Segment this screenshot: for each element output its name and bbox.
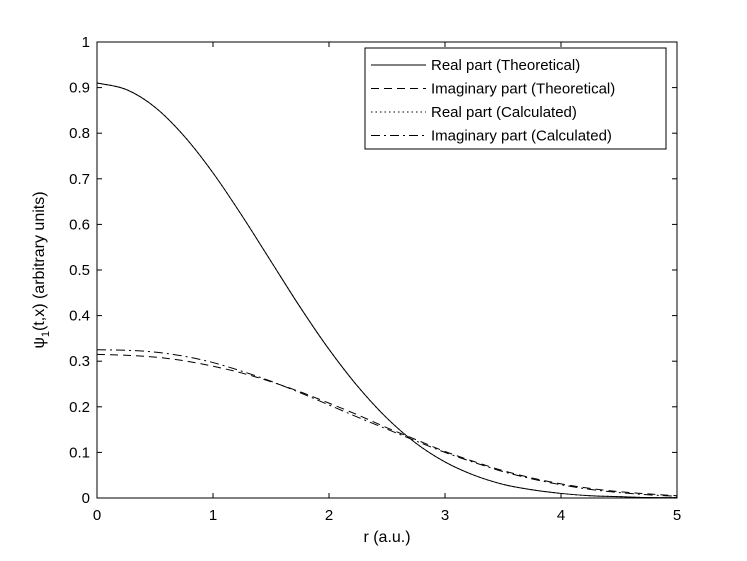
y-tick-label: 0.6 (69, 216, 90, 233)
legend-label-imaginary-part-theoretical: Imaginary part (Theoretical) (431, 81, 615, 98)
y-tick-label: 0.1 (69, 444, 90, 461)
legend-label-real-part-calculated: Real part (Calculated) (431, 104, 577, 121)
x-tick-label: 5 (673, 507, 681, 524)
y-tick-label: 0.4 (69, 308, 90, 325)
legend-label-imaginary-part-calculated: Imaginary part (Calculated) (431, 128, 612, 145)
y-axis-label: ψ1(t,x) (arbitrary units) (31, 191, 52, 348)
y-axis-label-rest: (t,x) (arbitrary units) (31, 191, 48, 331)
x-tick-label: 3 (441, 507, 449, 524)
y-tick-label: 0.9 (69, 80, 90, 97)
x-axis-label: r (a.u.) (363, 529, 410, 546)
series-line-real-part-calculated (96, 82, 678, 499)
y-tick-label: 0.7 (69, 171, 90, 188)
x-tick-label: 1 (209, 507, 217, 524)
y-tick-label: 0 (82, 490, 90, 507)
x-tick-label: 2 (325, 507, 333, 524)
y-tick-label: 0.3 (69, 353, 90, 370)
y-axis-label-sub: 1 (40, 331, 52, 337)
x-tick-label: 4 (557, 507, 565, 524)
y-tick-label: 0.5 (69, 262, 90, 279)
y-tick-label: 0.8 (69, 125, 90, 142)
y-tick-label: 1 (82, 34, 90, 51)
y-axis-label-main: ψ (31, 337, 48, 348)
series-layer (96, 82, 678, 499)
legend-label-real-part-theoretical: Real part (Theoretical) (431, 57, 580, 74)
legend: Real part (Theoretical) Imaginary part (T… (364, 47, 667, 150)
tick-layer: 0 1 2 3 4 5 0 0.1 0.2 0.3 0.4 0.5 0.6 0.7 0.8 0.9 1 (69, 34, 681, 524)
y-tick-label: 0.2 (69, 399, 90, 416)
series-line-imaginary-part-calculated (96, 349, 678, 497)
x-tick-label: 0 (93, 507, 101, 524)
series-line-imaginary-part-theoretical (96, 353, 678, 497)
